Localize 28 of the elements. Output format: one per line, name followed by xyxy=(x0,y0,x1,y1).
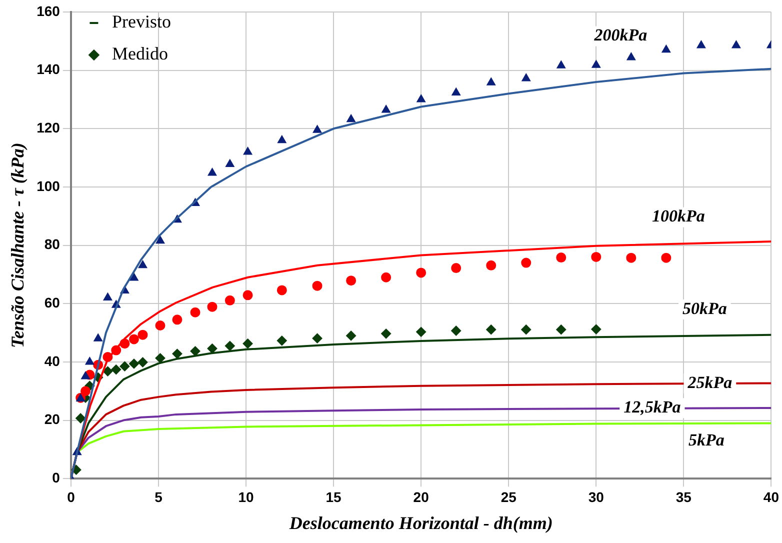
x-tick-label: 10 xyxy=(238,488,254,505)
x-tick-label: 0 xyxy=(67,488,76,505)
y-tick-label: 40 xyxy=(44,352,60,369)
x-tick-label: 5 xyxy=(154,488,163,505)
x-tick-label: 35 xyxy=(676,488,692,505)
y-tick-label: 120 xyxy=(36,120,60,136)
y-tick-label: 0 xyxy=(52,469,60,486)
x-tick-label: 15 xyxy=(326,488,342,505)
annotation: 100kPa xyxy=(652,206,706,226)
annotation: 5kPa xyxy=(688,430,725,450)
y-tick-label: 80 xyxy=(44,236,60,252)
y-axis-title: Tensão Cisalhante - τ (kPa) xyxy=(7,142,28,348)
legend-label: Medido xyxy=(112,44,168,64)
legend-label: Previsto xyxy=(112,12,171,32)
annotation: 200kPa xyxy=(593,26,648,45)
y-tick-label: 140 xyxy=(36,61,60,78)
annotation: 25kPa xyxy=(686,372,733,392)
y-tick-label: 60 xyxy=(44,294,60,310)
x-tick-label: 30 xyxy=(588,488,604,505)
y-tick-label: 160 xyxy=(36,2,60,19)
y-tick-label: 100 xyxy=(36,178,60,194)
x-tick-label: 25 xyxy=(500,488,517,505)
annotation: 12,5kPa xyxy=(624,398,682,417)
y-tick-label: 20 xyxy=(44,411,60,428)
annotation: 50kPa xyxy=(682,298,728,318)
x-tick-label: 40 xyxy=(763,488,780,505)
x-tick-label: 20 xyxy=(413,488,430,505)
x-axis-title: Deslocamento Horizontal - dh(mm) xyxy=(288,512,553,533)
